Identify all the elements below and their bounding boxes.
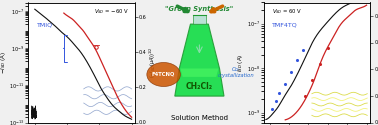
- Y-axis label: $I_{SD}$ (A): $I_{SD}$ (A): [236, 53, 245, 72]
- Point: [325, 47, 331, 49]
- Point: [317, 63, 323, 65]
- Text: TMIQ: TMIQ: [37, 23, 53, 28]
- Polygon shape: [175, 24, 224, 96]
- Text: "Green Synthesis": "Green Synthesis": [165, 6, 234, 12]
- Point: [276, 92, 282, 94]
- Text: CH₂Cl₂: CH₂Cl₂: [186, 82, 213, 91]
- Y-axis label: $-I_{SD}$ (A): $-I_{SD}$ (A): [0, 51, 8, 74]
- Point: [302, 95, 308, 97]
- Ellipse shape: [147, 62, 180, 86]
- Text: TMF4TQ: TMF4TQ: [273, 23, 298, 28]
- Point: [288, 72, 294, 74]
- Y-axis label: $(-I_{SD}(\mu A))^{1/2}$: $(-I_{SD}(\mu A))^{1/2}$: [148, 47, 158, 78]
- Point: [294, 59, 300, 61]
- Polygon shape: [193, 14, 206, 24]
- Text: Solution Method: Solution Method: [171, 115, 228, 121]
- Point: [282, 83, 288, 85]
- Text: $V_{SD}$ = $-$60 V: $V_{SD}$ = $-$60 V: [94, 7, 129, 16]
- Text: $V_{SD}$ = 60 V: $V_{SD}$ = 60 V: [273, 7, 303, 16]
- Point: [273, 100, 279, 102]
- Point: [269, 108, 275, 110]
- Point: [300, 50, 306, 51]
- Polygon shape: [180, 68, 218, 77]
- Point: [309, 79, 315, 81]
- Text: F4TCNQ: F4TCNQ: [152, 72, 175, 77]
- Text: Co-
crystallization: Co- crystallization: [218, 67, 255, 78]
